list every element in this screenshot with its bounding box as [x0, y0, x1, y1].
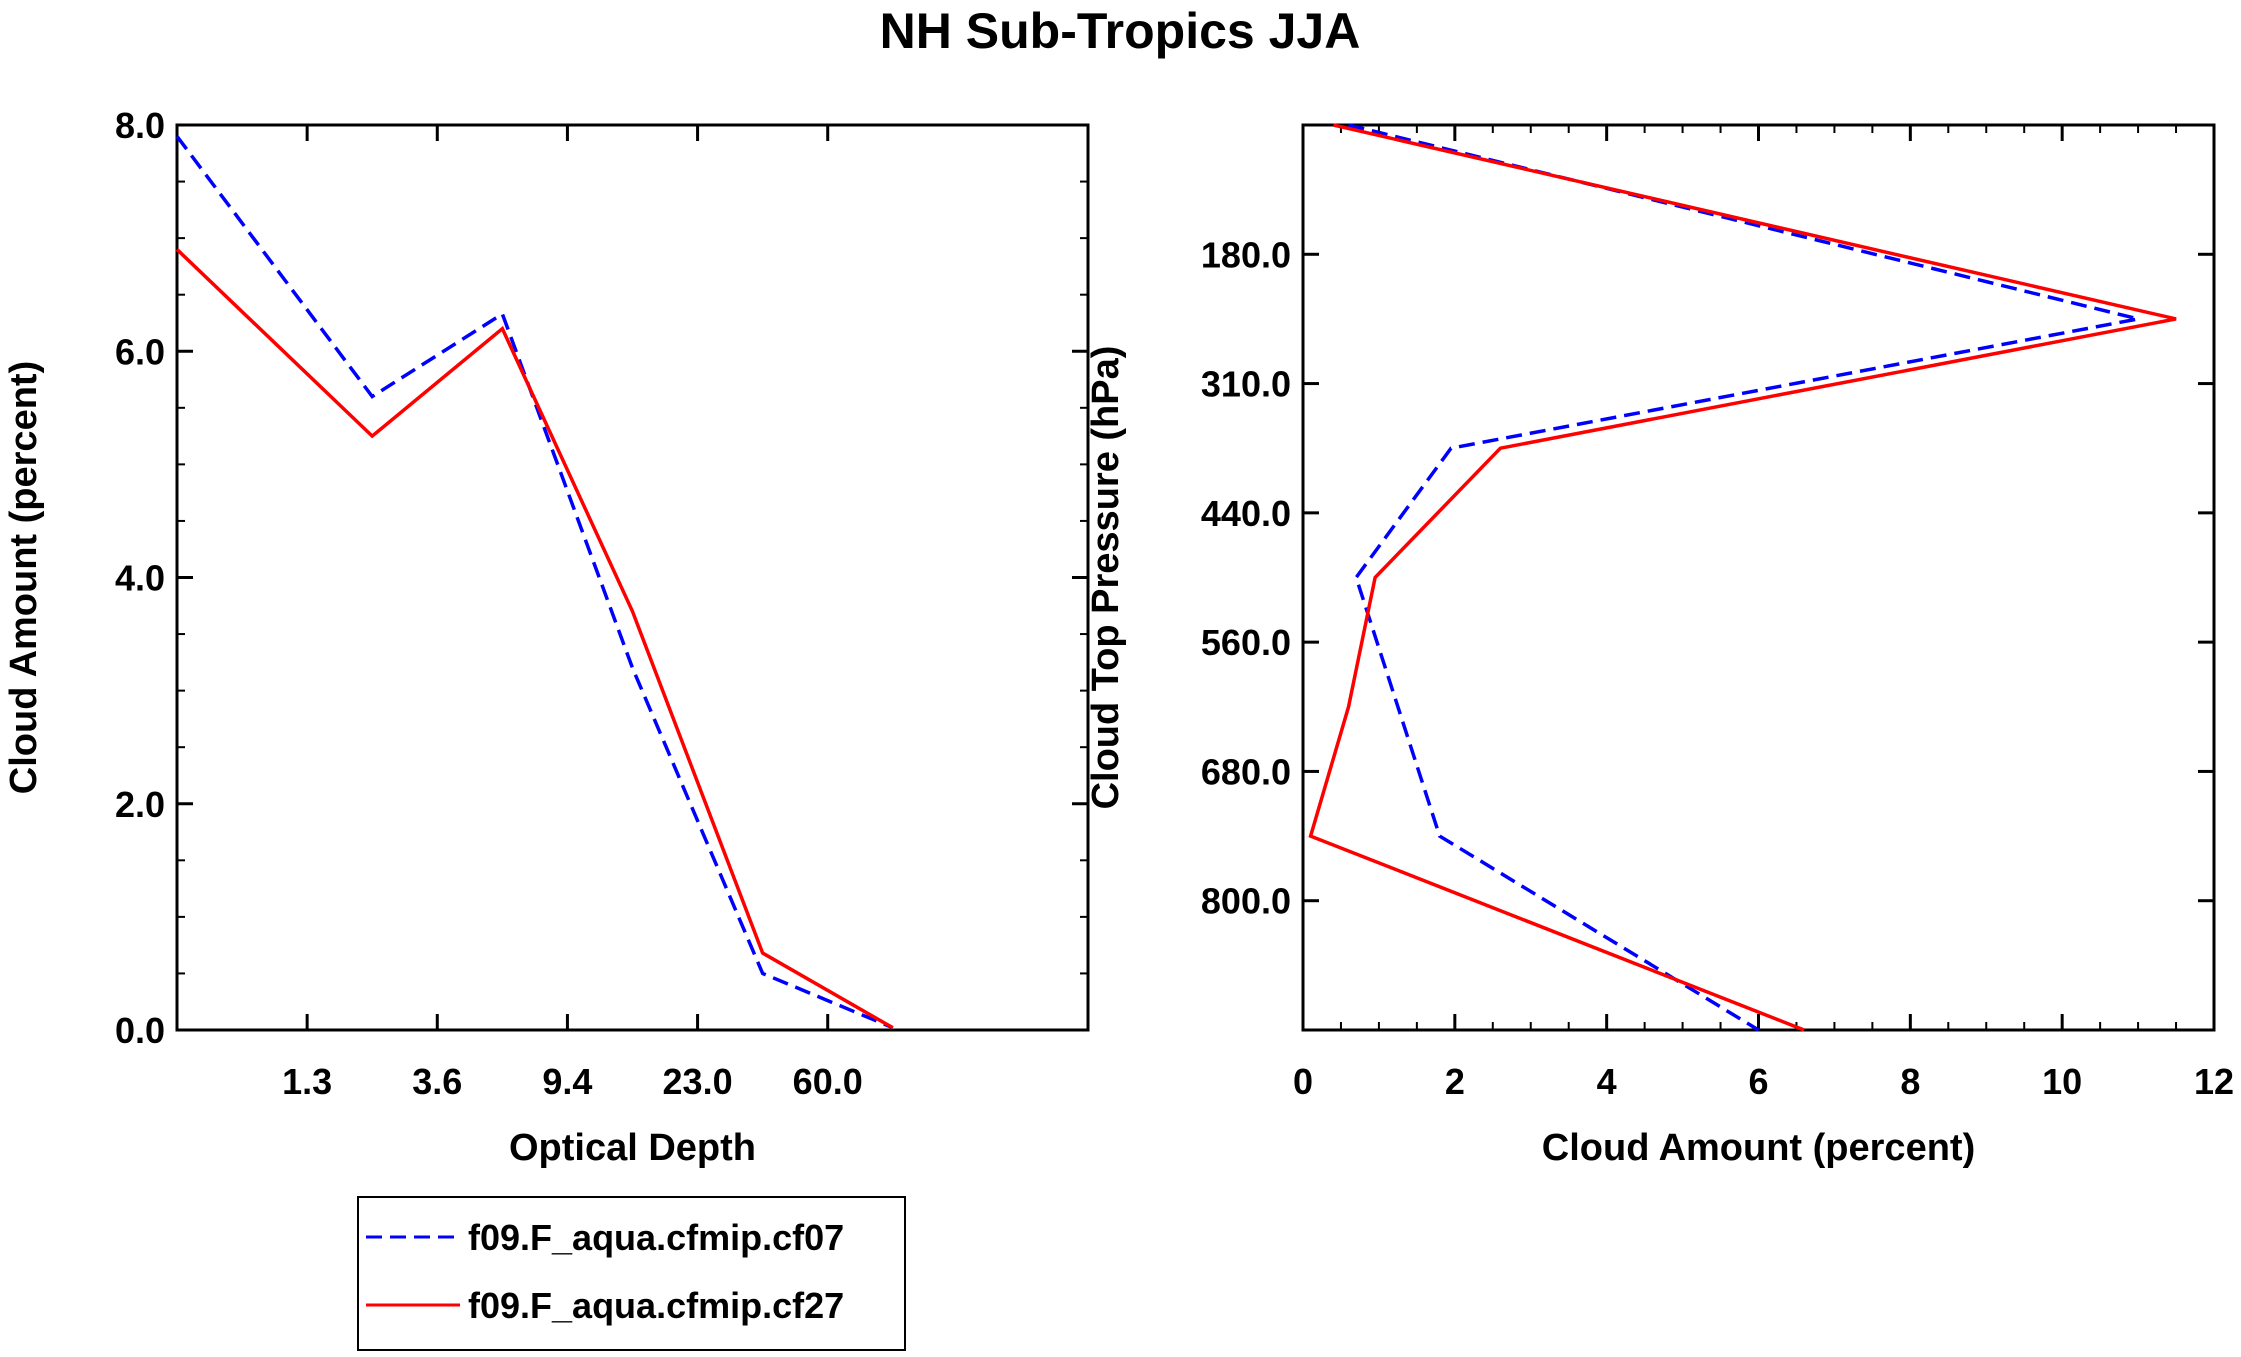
- left-series-cf07: [175, 135, 894, 1030]
- legend-box: [357, 1196, 906, 1351]
- left-y-tick-label: 6.0: [115, 331, 165, 372]
- right-y-tick-label: 440.0: [1201, 493, 1291, 534]
- right-x-tick-label: 2: [1445, 1061, 1465, 1102]
- left-series-cf27: [175, 248, 894, 1030]
- figure-title: NH Sub-Tropics JJA: [880, 3, 1361, 59]
- legend: f09.F_aqua.cfmip.cf07 f09.F_aqua.cfmip.c…: [357, 1196, 906, 1351]
- right-plot-frame: [1301, 123, 2216, 1032]
- left-x-tick-label: 3.6: [412, 1061, 462, 1102]
- right-y-tick-label: 310.0: [1201, 364, 1291, 405]
- right-x-tick-label: 0: [1293, 1061, 1313, 1102]
- left-x-tick-label: 1.3: [282, 1061, 332, 1102]
- right-x-tick-label: 6: [1748, 1061, 1768, 1102]
- right-x-tick-label: 10: [2042, 1061, 2082, 1102]
- left-plot-frame: [175, 123, 1090, 1032]
- right-series-cf07: [1348, 123, 2139, 1032]
- left-y-tick-label: 0.0: [115, 1010, 165, 1051]
- left-x-axis-label: Optical Depth: [509, 1127, 756, 1169]
- right-x-tick-label: 4: [1597, 1061, 1617, 1102]
- optical-depth-panel: 0.0 2.0 4.0 6.0 8.0 1.3 3.6 9.4 23.0 60.0 Optical …: [3, 105, 1090, 1169]
- left-y-axis-label: Cloud Amount (percent): [3, 361, 45, 794]
- right-x-tick-label: 8: [1900, 1061, 1920, 1102]
- left-y-tick-label: 4.0: [115, 558, 165, 599]
- right-x-axis-label: Cloud Amount (percent): [1542, 1127, 1975, 1169]
- left-y-tick-label: 2.0: [115, 784, 165, 825]
- legend-label-cf27: f09.F_aqua.cfmip.cf27: [468, 1285, 844, 1326]
- right-x-tick-label: 12: [2194, 1061, 2234, 1102]
- right-y-tick-label: 680.0: [1201, 751, 1291, 792]
- right-y-tick-label: 180.0: [1201, 234, 1291, 275]
- left-x-tick-label: 60.0: [793, 1061, 863, 1102]
- right-y-axis-label: Cloud Top Pressure (hPa): [1085, 346, 1127, 810]
- left-x-tick-label: 9.4: [542, 1061, 592, 1102]
- right-y-tick-label: 800.0: [1201, 881, 1291, 922]
- legend-label-cf07: f09.F_aqua.cfmip.cf07: [468, 1217, 844, 1258]
- right-series-cf27: [1308, 123, 2177, 1032]
- pressure-panel: 0 2 4 6 8 10 12 180.0 310.0 440.0 560.0 680.0 800.0 C…: [1085, 123, 2234, 1169]
- right-y-tick-label: 560.0: [1201, 622, 1291, 663]
- left-x-tick-label: 23.0: [663, 1061, 733, 1102]
- left-y-tick-label: 8.0: [115, 105, 165, 146]
